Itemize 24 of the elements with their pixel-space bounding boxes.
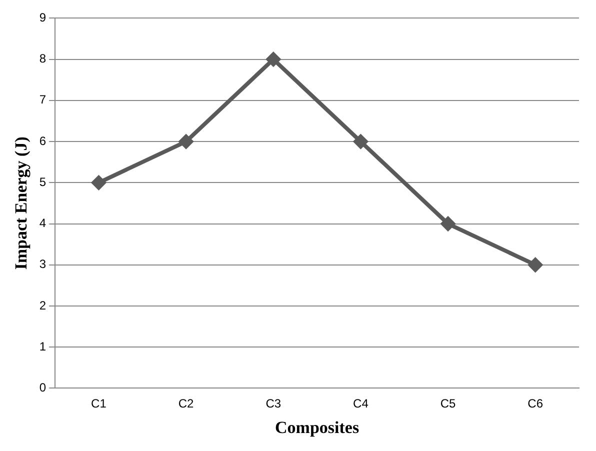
x-tick-label: C4 <box>353 396 369 411</box>
y-tick-label: 1 <box>39 339 46 354</box>
x-tick-label: C6 <box>528 396 544 411</box>
point <box>441 216 456 231</box>
y-tick-label: 7 <box>39 92 46 107</box>
point <box>92 176 106 190</box>
point <box>266 52 280 66</box>
x-tick-label: C3 <box>266 396 282 411</box>
y-tick-label: 4 <box>39 216 46 230</box>
y-tick-label: 3 <box>39 257 46 272</box>
y-tick-label: 6 <box>39 134 46 148</box>
point <box>179 134 194 149</box>
y-tick-label: 0 <box>39 380 46 395</box>
y-tick-label: 5 <box>39 174 46 189</box>
x-tick-label: C5 <box>440 396 456 411</box>
y-tick-label: 9 <box>39 10 46 25</box>
y-tick-label: 8 <box>39 52 46 66</box>
point <box>354 134 368 149</box>
x-axis-title: Composites <box>275 418 360 438</box>
x-tick-label: C2 <box>178 396 194 411</box>
y-tick-label: 2 <box>39 298 46 312</box>
x-tick-label: C1 <box>91 396 107 411</box>
y-axis-title: Impact Energy (J) <box>12 136 31 270</box>
point <box>528 258 542 272</box>
